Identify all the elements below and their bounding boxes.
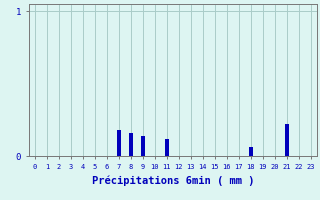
Bar — [249, 147, 253, 156]
Bar — [141, 136, 145, 156]
Bar — [129, 133, 133, 156]
X-axis label: Précipitations 6min ( mm ): Précipitations 6min ( mm ) — [92, 175, 254, 186]
Bar — [285, 124, 289, 156]
Bar — [117, 130, 121, 156]
Bar — [165, 139, 169, 156]
